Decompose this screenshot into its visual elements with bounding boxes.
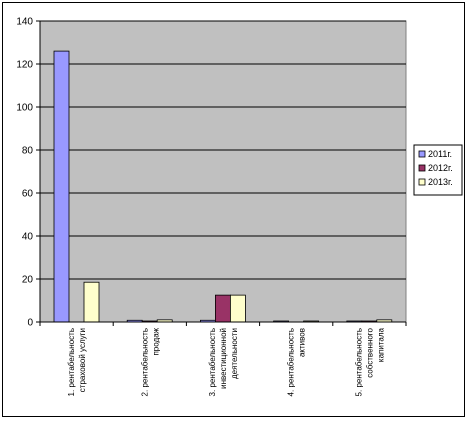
y-tick-label: 120 bbox=[16, 60, 33, 71]
plot-area bbox=[39, 20, 407, 323]
x-category-label-line: 1. рентабельность bbox=[67, 328, 76, 396]
x-category-label-line: продаж bbox=[151, 327, 160, 355]
x-category-label-line: страховой услуги bbox=[78, 328, 87, 392]
bar bbox=[83, 281, 100, 323]
x-category-label-line: 4. рентабельность bbox=[287, 328, 296, 396]
legend-swatch bbox=[418, 164, 426, 172]
legend-swatch bbox=[418, 178, 426, 186]
x-category-label-line: активов bbox=[298, 328, 307, 357]
y-axis: 0 20 40 60 80 100 120 140 bbox=[16, 17, 41, 329]
y-tick-label: 80 bbox=[22, 146, 34, 157]
x-axis: 1. рентабельность страховой услуги 2. рент… bbox=[39, 321, 407, 396]
legend-label: 2012г. bbox=[428, 163, 453, 173]
legend-label: 2013г. bbox=[428, 177, 453, 187]
x-category-label-line: инвестиционной bbox=[219, 328, 228, 389]
y-tick-label: 140 bbox=[16, 17, 33, 28]
x-category-label: 2. рентабельность продаж bbox=[140, 327, 160, 396]
x-category-label: 4. рентабельность активов bbox=[287, 328, 307, 396]
bar bbox=[214, 294, 231, 323]
x-category-label-line: деятельности bbox=[230, 328, 239, 379]
gridlines bbox=[40, 20, 406, 280]
y-tick-label: 100 bbox=[16, 103, 33, 114]
legend-label: 2011г. bbox=[428, 149, 452, 159]
x-category-label: 3. рентабельность инвестиционной деятельно… bbox=[208, 328, 239, 396]
legend-swatch bbox=[418, 150, 426, 158]
y-tick-label: 0 bbox=[27, 318, 33, 329]
x-category-label-line: собственного bbox=[365, 327, 374, 377]
x-category-label: 5. рентабельность собственного капитала bbox=[354, 327, 385, 396]
x-category-label: 1. рентабельность страховой услуги bbox=[67, 328, 87, 396]
x-category-label-line: 5. рентабельность bbox=[354, 328, 363, 396]
x-category-label-line: 3. рентабельность bbox=[208, 328, 217, 396]
legend: 2011г. 2012г. 2013г. bbox=[413, 144, 463, 196]
bar bbox=[229, 294, 246, 323]
y-tick-label: 20 bbox=[22, 275, 34, 286]
bar bbox=[53, 50, 70, 323]
y-tick-label: 60 bbox=[22, 189, 34, 200]
x-category-label-line: капитала bbox=[376, 327, 385, 362]
x-category-label-line: 2. рентабельность bbox=[140, 328, 149, 396]
y-tick-label: 40 bbox=[22, 232, 34, 243]
